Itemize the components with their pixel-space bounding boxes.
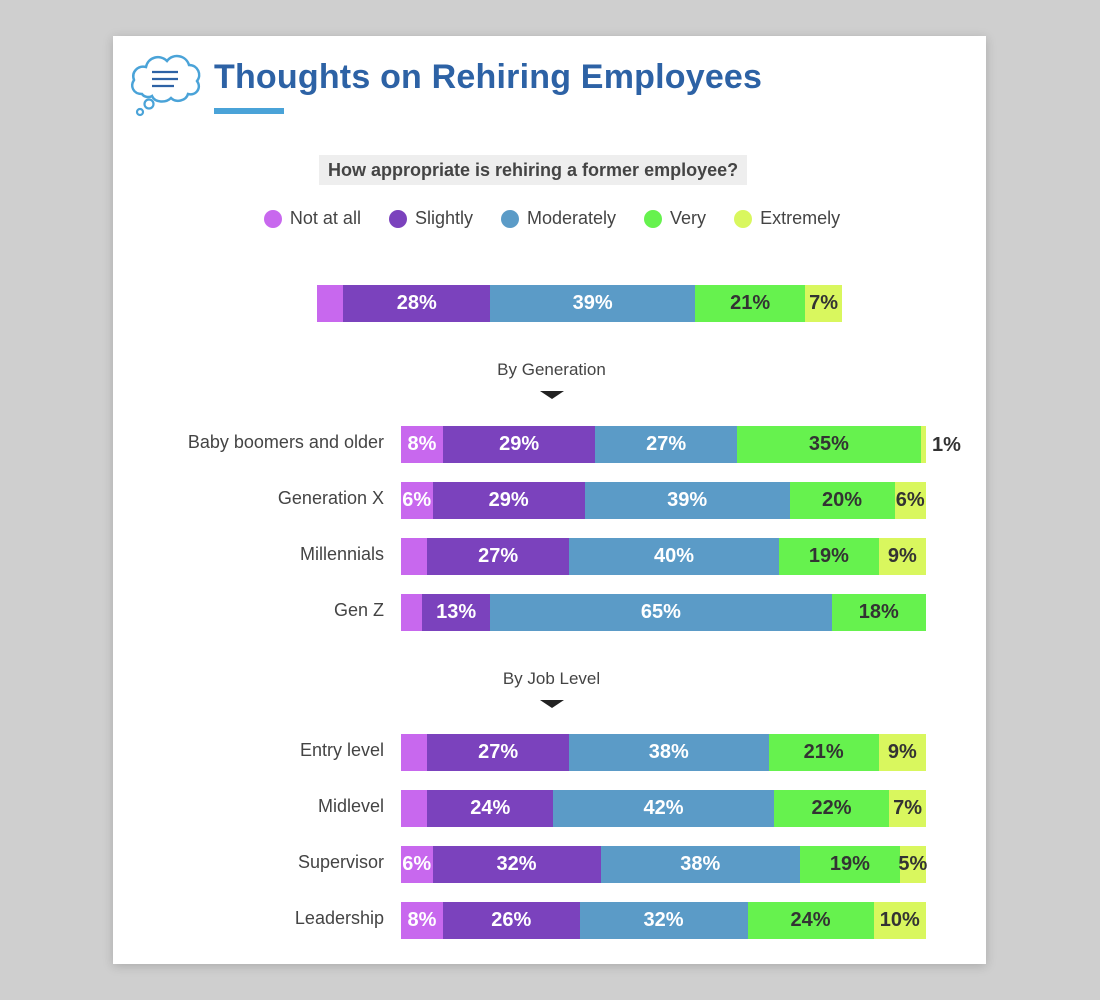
bar-segment-moderately: 39% bbox=[490, 285, 695, 322]
legend-swatch bbox=[388, 209, 407, 228]
legend-swatch bbox=[734, 209, 753, 228]
bar-segment-moderately: 40% bbox=[569, 538, 779, 575]
bar-segment-not-at-all bbox=[317, 285, 344, 322]
legend-swatch bbox=[500, 209, 519, 228]
bar-segment-very: 20% bbox=[789, 482, 895, 519]
bar-overall: 28% 39% 21% 7% bbox=[317, 285, 842, 322]
bar-baby-boomers-and-older: 8% 29% 27% 35% bbox=[401, 426, 926, 463]
bar-segment-extremely: 9% bbox=[878, 538, 926, 575]
bar-segment-slightly: 29% bbox=[432, 482, 585, 519]
bar-midlevel: 24% 42% 22% 7% bbox=[401, 790, 926, 827]
legend-item-slightly: Slightly bbox=[388, 208, 473, 229]
legend-swatch bbox=[263, 209, 282, 228]
legend-item-extremely: Extremely bbox=[734, 208, 840, 229]
bar-segment-moderately: 42% bbox=[553, 790, 774, 827]
bar-generation-x: 6% 29% 39% 20% 6% bbox=[401, 482, 926, 519]
bar-segment-not-at-all bbox=[401, 538, 428, 575]
bar-entry-level: 27% 38% 21% 9% bbox=[401, 734, 926, 771]
legend-label: Very bbox=[670, 208, 707, 228]
legend-label: Extremely bbox=[760, 208, 841, 228]
legend-item-moderately: Moderately bbox=[500, 208, 617, 229]
row-label-entry-level: Entry level bbox=[299, 740, 384, 760]
bar-segment-slightly: 26% bbox=[443, 902, 580, 939]
bar-segment-not-at-all bbox=[401, 790, 428, 827]
bar-segment-slightly: 27% bbox=[427, 538, 569, 575]
bar-segment-slightly: 27% bbox=[427, 734, 569, 771]
bar-leadership: 8% 26% 32% 24% 10% bbox=[401, 902, 926, 939]
bar-segment-slightly: 29% bbox=[443, 426, 596, 463]
bar-segment-moderately: 38% bbox=[569, 734, 769, 771]
bar-segment-extremely: 6% bbox=[894, 482, 926, 519]
legend-item-very: Very bbox=[644, 208, 706, 229]
legend-label: Slightly bbox=[414, 208, 473, 228]
bar-segment-extremely: 7% bbox=[889, 790, 926, 827]
bar-segment-not-at-all bbox=[401, 734, 428, 771]
title-underline bbox=[214, 108, 284, 114]
bar-segment-very: 35% bbox=[737, 426, 921, 463]
bar-millennials: 27% 40% 19% 9% bbox=[401, 538, 926, 575]
row-label-gen-z: Gen Z bbox=[333, 600, 384, 620]
bar-segment-moderately: 39% bbox=[584, 482, 790, 519]
bar-segment-slightly: 28% bbox=[343, 285, 491, 322]
bar-segment-very: 19% bbox=[800, 846, 900, 883]
bar-segment-extremely: 10% bbox=[873, 902, 926, 939]
bar-segment-very: 24% bbox=[747, 902, 874, 939]
bar-segment-very: 18% bbox=[831, 594, 926, 631]
bar-segment-slightly: 32% bbox=[432, 846, 601, 883]
legend-item-not-at-all: Not at all bbox=[263, 208, 361, 229]
bar-segment-extremely bbox=[920, 426, 926, 463]
bar-segment-very: 21% bbox=[768, 734, 879, 771]
bar-segment-slightly: 24% bbox=[427, 790, 554, 827]
bar-segment-not-at-all bbox=[401, 594, 422, 631]
legend-label: Moderately bbox=[526, 208, 617, 228]
bar-segment-not-at-all: 6% bbox=[401, 846, 433, 883]
bar-segment-moderately: 65% bbox=[490, 594, 832, 631]
bar-segment-extremely: 5% bbox=[898, 846, 927, 883]
chart-legend: Not at all Slightly Moderately Very Extremel… bbox=[0, 208, 1100, 229]
bar-segment-not-at-all: 8% bbox=[401, 426, 443, 463]
bar-segment-moderately: 27% bbox=[595, 426, 737, 463]
bar-gen-z: 13% 65% 18% bbox=[401, 594, 926, 631]
bar-segment-not-at-all: 8% bbox=[401, 902, 443, 939]
bar-segment-moderately: 32% bbox=[579, 902, 748, 939]
row-label-millennials: Millennials bbox=[299, 544, 384, 564]
section-label-by-generation: By Generation bbox=[497, 360, 606, 379]
page-title: Thoughts on Rehiring Employees bbox=[214, 58, 763, 96]
bar-segment-extremely: 7% bbox=[805, 285, 842, 322]
bar-segment-moderately: 38% bbox=[600, 846, 800, 883]
row-label-midlevel: Midlevel bbox=[317, 796, 384, 816]
row-label-leadership: Leadership bbox=[294, 908, 384, 928]
row-label-generation-x: Generation X bbox=[277, 488, 384, 508]
bar-segment-not-at-all: 6% bbox=[401, 482, 433, 519]
down-arrow-icon bbox=[540, 700, 564, 708]
section-label-by-job-level: By Job Level bbox=[502, 669, 601, 688]
legend-swatch bbox=[644, 209, 663, 228]
row-label-baby-boomers-and-older: Baby boomers and older bbox=[187, 432, 384, 452]
row-label-supervisor: Supervisor bbox=[297, 852, 384, 872]
down-arrow-icon bbox=[540, 391, 564, 399]
bar-segment-very: 22% bbox=[773, 790, 890, 827]
chart-question: How appropriate is rehiring a former emp… bbox=[319, 155, 748, 185]
thought-cloud-icon bbox=[131, 54, 201, 117]
bar-segment-extremely: 9% bbox=[878, 734, 926, 771]
bar-segment-very: 21% bbox=[695, 285, 806, 322]
legend-label: Not at all bbox=[289, 208, 361, 228]
bar-segment-slightly: 13% bbox=[422, 594, 491, 631]
bar-segment-very: 19% bbox=[779, 538, 879, 575]
bar-supervisor: 6% 32% 38% 19% 5% bbox=[401, 846, 927, 883]
data-label: 1% bbox=[932, 434, 961, 456]
